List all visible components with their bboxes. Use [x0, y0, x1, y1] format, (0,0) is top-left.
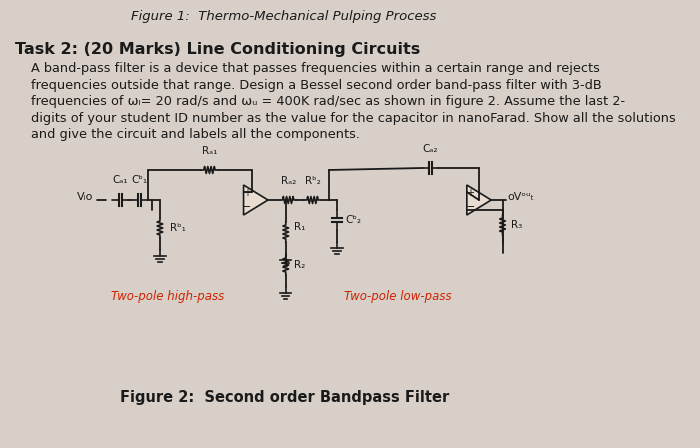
- Text: Figure 2:  Second order Bandpass Filter: Figure 2: Second order Bandpass Filter: [120, 390, 449, 405]
- Text: Rₐ₂: Rₐ₂: [281, 176, 296, 186]
- Text: Cₐ₁: Cₐ₁: [112, 175, 128, 185]
- Text: Figure 1:  Thermo-Mechanical Pulping Process: Figure 1: Thermo-Mechanical Pulping Proc…: [132, 10, 437, 23]
- Text: digits of your student ID number as the value for the capacitor in nanoFarad. Sh: digits of your student ID number as the …: [31, 112, 675, 125]
- Text: R₃: R₃: [511, 220, 522, 230]
- Text: Rₐ₁: Rₐ₁: [202, 146, 217, 156]
- Text: Cᵇ₂: Cᵇ₂: [345, 215, 361, 225]
- Text: −: −: [466, 202, 475, 212]
- Text: −: −: [242, 202, 251, 212]
- Polygon shape: [467, 185, 491, 215]
- Text: R₁: R₁: [294, 222, 305, 232]
- Text: frequencies outside that range. Design a Bessel second order band-pass filter wi: frequencies outside that range. Design a…: [31, 78, 601, 91]
- Text: +: +: [243, 188, 251, 198]
- Text: oVᵒᵘₜ: oVᵒᵘₜ: [508, 192, 534, 202]
- Text: Two-pole low-pass: Two-pole low-pass: [344, 290, 452, 303]
- Polygon shape: [244, 185, 268, 215]
- Text: Cᵇ₁: Cᵇ₁: [132, 175, 148, 185]
- Text: Task 2: (20 Marks) Line Conditioning Circuits: Task 2: (20 Marks) Line Conditioning Cir…: [15, 42, 420, 57]
- Text: A band-pass filter is a device that passes frequencies within a certain range an: A band-pass filter is a device that pass…: [31, 62, 600, 75]
- Text: R₂: R₂: [294, 260, 305, 270]
- Text: Vᵢo: Vᵢo: [77, 192, 93, 202]
- Text: Two-pole high-pass: Two-pole high-pass: [111, 290, 225, 303]
- Text: frequencies of ωₗ= 20 rad/s and ωᵤ = 400K rad/sec as shown in figure 2. Assume t: frequencies of ωₗ= 20 rad/s and ωᵤ = 400…: [31, 95, 625, 108]
- Text: Cₐ₂: Cₐ₂: [423, 144, 438, 154]
- Text: and give the circuit and labels all the components.: and give the circuit and labels all the …: [31, 128, 360, 141]
- Text: Rᵇ₁: Rᵇ₁: [169, 223, 186, 233]
- Text: +: +: [466, 188, 474, 198]
- Text: Rᵇ₂: Rᵇ₂: [304, 176, 321, 186]
